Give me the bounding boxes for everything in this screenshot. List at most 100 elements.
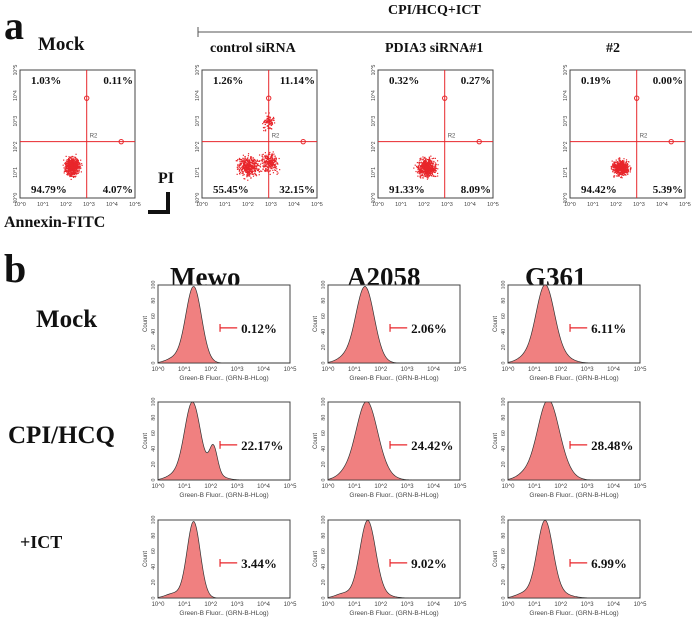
scatter-point [76, 158, 78, 160]
scatter-point [425, 164, 427, 166]
scatter-point [247, 166, 249, 169]
scatter-point [267, 125, 269, 127]
scatter-point [251, 158, 253, 160]
scatter-point [424, 167, 426, 169]
scatter-point [237, 167, 239, 169]
scatter-point [623, 172, 626, 174]
scatter-point [417, 165, 419, 167]
scatter-point [70, 160, 73, 162]
scatter-point [242, 174, 244, 176]
scatter-point [75, 169, 77, 171]
scatter-point [240, 166, 243, 168]
scatter-point [625, 160, 627, 163]
scatter-point [263, 121, 265, 123]
scatter-point [428, 160, 430, 163]
scatter-point [237, 165, 239, 167]
scatter-point [626, 166, 628, 169]
scatter-point [247, 159, 249, 161]
scatter-point [271, 119, 273, 121]
scatter-point [252, 170, 254, 173]
histogram-area [507, 284, 640, 364]
scatter-point [267, 163, 269, 165]
scatter-point [431, 161, 433, 163]
x-axis-label-annexin: Annexin-FITC [4, 214, 106, 231]
scatter-point [266, 160, 268, 162]
scatter-point [423, 161, 425, 163]
scatter-point [77, 172, 79, 174]
scatter-point [623, 158, 625, 160]
scatter-point [266, 169, 268, 171]
x-tick-label: 10^3 [581, 484, 594, 490]
scatter-point [616, 171, 618, 173]
scatter-point [264, 152, 266, 154]
scatter-point [616, 164, 618, 166]
scatter-point [67, 164, 69, 166]
scatter-point [617, 173, 619, 175]
scatter-point [264, 121, 266, 124]
scatter-point [73, 175, 76, 177]
scatter-point [269, 116, 271, 118]
scatter-point [259, 165, 261, 167]
scatter-point [622, 173, 624, 175]
scatter-point [253, 165, 255, 168]
scatter-point [618, 162, 620, 164]
y-tick-label: 10^2 [563, 141, 569, 152]
scatter-point [77, 160, 80, 162]
scatter-point [255, 175, 258, 177]
y-tick-label: 100 [501, 281, 507, 290]
scatter-point [627, 170, 629, 173]
y-tick-label: 40 [321, 329, 327, 335]
scatter-point [250, 170, 252, 173]
scatter-point [239, 164, 241, 166]
scatter-point [242, 171, 244, 173]
scatter-point [425, 158, 428, 160]
scatter-point [434, 164, 436, 166]
scatter-point [433, 175, 435, 177]
scatter-point [621, 162, 623, 164]
y-axis-label: Count [313, 433, 319, 449]
scatter-point [266, 155, 268, 158]
y-tick-label: 20 [501, 344, 507, 350]
scatter-point [269, 164, 271, 166]
scatter-point [68, 173, 70, 175]
x-tick-label: 10^5 [454, 367, 467, 373]
y-axis-label-pi: PI [158, 170, 174, 187]
scatter-point [250, 165, 253, 167]
scatter-point [257, 164, 259, 167]
scatter-point [273, 159, 276, 161]
scatter-point [248, 169, 251, 171]
scatter-point [241, 171, 244, 173]
scatter-point [433, 160, 435, 163]
scatter-point [617, 167, 620, 170]
scatter-point [270, 168, 272, 170]
scatter-point [421, 159, 423, 161]
scatter-point [429, 167, 431, 169]
scatter-point [271, 163, 273, 165]
scatter-point [246, 176, 248, 178]
scatter-point [434, 175, 436, 178]
scatter-point [613, 168, 615, 170]
scatter-point [74, 172, 76, 174]
scatter-point [251, 173, 253, 175]
scatter-point [70, 175, 72, 177]
scatter-point [65, 164, 68, 166]
scatter-point [74, 166, 76, 169]
scatter-point [422, 171, 425, 173]
scatter-point [249, 168, 251, 170]
scatter-point [266, 158, 269, 161]
y-tick-label: 0 [321, 479, 327, 482]
scatter-point [246, 163, 248, 165]
x-tick-label: 10^2 [374, 602, 387, 608]
scatter-point [252, 162, 254, 164]
scatter-point [625, 171, 628, 173]
scatter-point [80, 171, 82, 173]
scatter-point [269, 118, 271, 121]
x-tick-label: 10^2 [374, 367, 387, 373]
scatter-point [74, 164, 76, 166]
scatter-point [248, 173, 250, 175]
scatter-point [419, 170, 421, 172]
scatter-point [72, 171, 74, 174]
scatter-point [73, 164, 75, 166]
scatter-point [237, 163, 239, 166]
scatter-point [416, 161, 418, 164]
